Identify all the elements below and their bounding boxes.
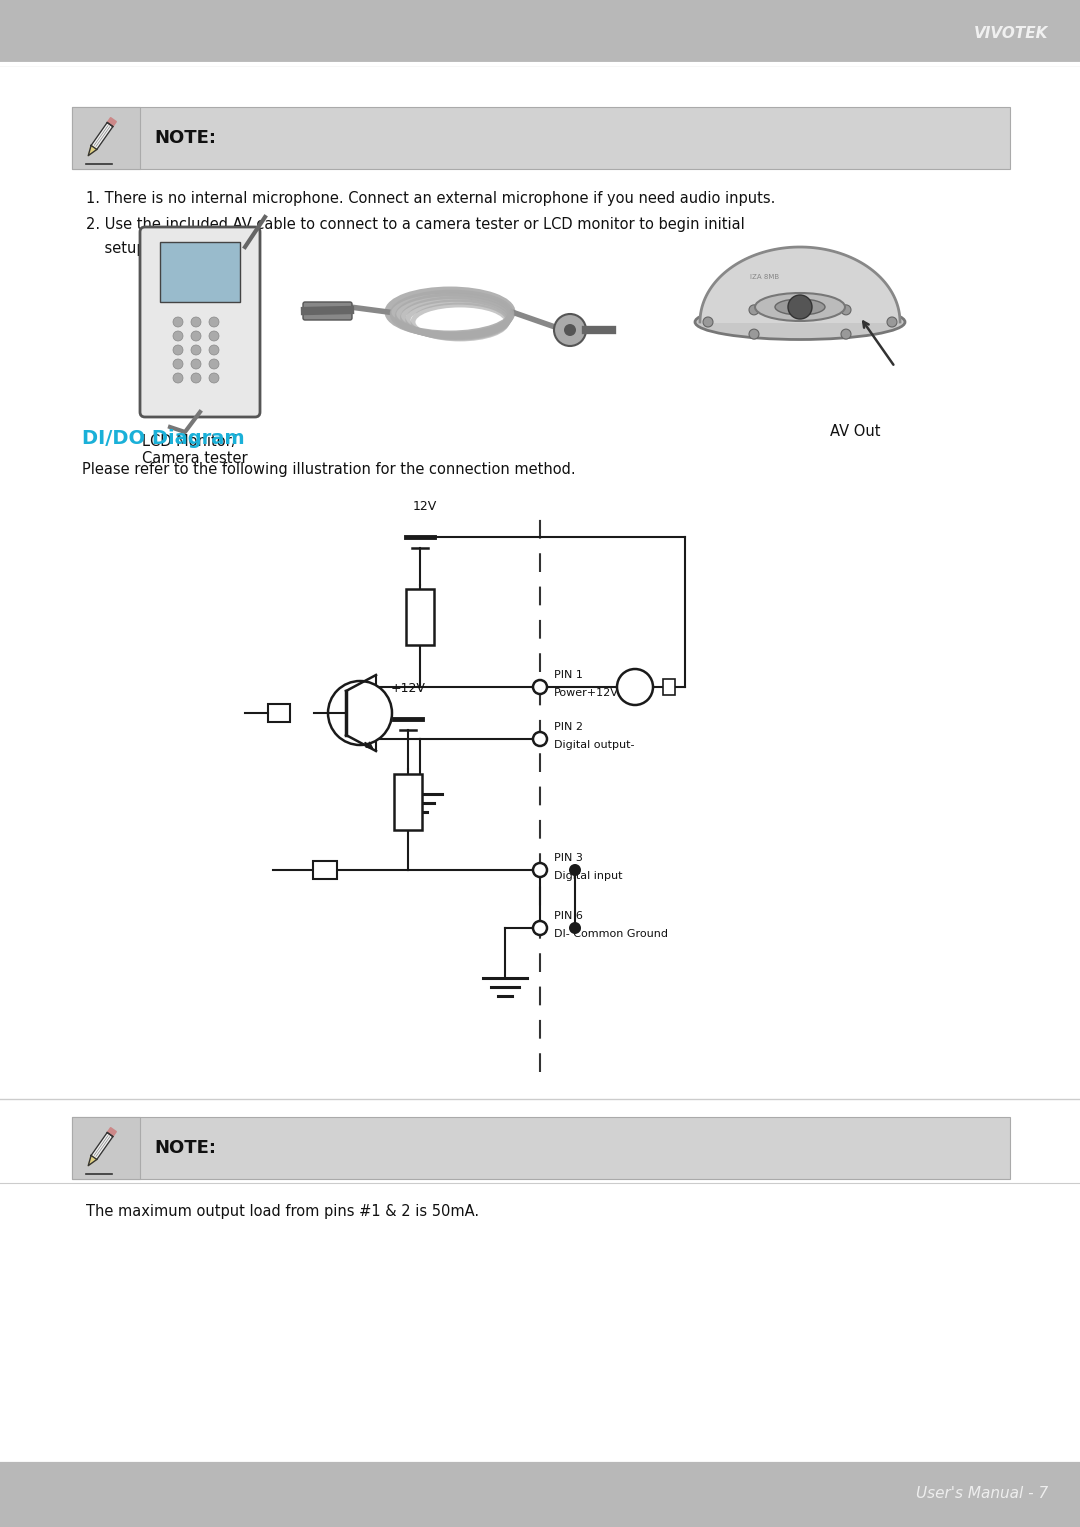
Text: 12V: 12V <box>413 499 437 513</box>
Circle shape <box>617 669 653 705</box>
Circle shape <box>534 863 546 876</box>
Bar <box>406 589 434 644</box>
Text: 2. Use the included AV cable to connect to a camera tester or LCD monitor to beg: 2. Use the included AV cable to connect … <box>86 217 745 232</box>
Circle shape <box>887 318 897 327</box>
Circle shape <box>173 345 183 354</box>
Polygon shape <box>89 1156 97 1165</box>
Circle shape <box>328 681 392 745</box>
Circle shape <box>750 305 759 315</box>
Polygon shape <box>107 118 117 127</box>
Circle shape <box>191 331 201 341</box>
Bar <box>313 861 337 880</box>
Polygon shape <box>89 145 97 156</box>
Circle shape <box>210 373 219 383</box>
FancyBboxPatch shape <box>140 228 260 417</box>
Bar <box>72 107 1010 169</box>
Circle shape <box>534 731 546 747</box>
Ellipse shape <box>696 304 905 339</box>
Text: PIN 1: PIN 1 <box>554 670 583 680</box>
Text: DI/DO Diagram: DI/DO Diagram <box>82 429 245 447</box>
Circle shape <box>788 295 812 319</box>
Circle shape <box>703 318 713 327</box>
Text: +12V: +12V <box>391 683 426 695</box>
Circle shape <box>841 305 851 315</box>
Bar <box>0 1460 1080 1527</box>
Text: PIN 3: PIN 3 <box>554 854 583 863</box>
Circle shape <box>191 345 201 354</box>
Bar <box>72 1116 140 1179</box>
Circle shape <box>564 324 576 336</box>
Circle shape <box>750 330 759 339</box>
Bar <box>160 241 240 302</box>
Circle shape <box>173 331 183 341</box>
Text: Please refer to the following illustration for the connection method.: Please refer to the following illustrati… <box>82 463 576 476</box>
Circle shape <box>210 318 219 327</box>
Circle shape <box>554 315 586 347</box>
Text: Power+12V: Power+12V <box>554 689 619 698</box>
Text: NOTE:: NOTE: <box>154 1139 216 1157</box>
Text: Digital input: Digital input <box>554 870 622 881</box>
Bar <box>72 1116 1010 1179</box>
Text: 1. There is no internal microphone. Connect an external microphone if you need a: 1. There is no internal microphone. Conn… <box>86 191 775 206</box>
Ellipse shape <box>775 299 825 315</box>
FancyBboxPatch shape <box>303 302 352 321</box>
Bar <box>663 680 675 695</box>
Polygon shape <box>91 1133 113 1159</box>
Text: AV Out: AV Out <box>829 425 880 438</box>
Text: The maximum output load from pins #1 & 2 is 50mA.: The maximum output load from pins #1 & 2… <box>86 1203 480 1219</box>
Text: DI- Common Ground: DI- Common Ground <box>554 928 669 939</box>
Bar <box>72 107 140 169</box>
Text: User's Manual - 7: User's Manual - 7 <box>916 1486 1048 1501</box>
Text: VIVOTEK: VIVOTEK <box>973 26 1048 41</box>
Ellipse shape <box>755 293 845 321</box>
Circle shape <box>569 864 581 876</box>
Circle shape <box>534 921 546 935</box>
Bar <box>0 0 1080 67</box>
Polygon shape <box>107 1127 117 1136</box>
Circle shape <box>173 373 183 383</box>
Circle shape <box>191 318 201 327</box>
Circle shape <box>534 680 546 693</box>
Circle shape <box>173 359 183 370</box>
Polygon shape <box>91 122 113 150</box>
Bar <box>268 704 291 722</box>
Text: PIN 6: PIN 6 <box>554 912 583 921</box>
Circle shape <box>210 331 219 341</box>
Circle shape <box>191 359 201 370</box>
Circle shape <box>173 318 183 327</box>
Text: PIN 2: PIN 2 <box>554 722 583 731</box>
Text: Digital output-: Digital output- <box>554 741 635 750</box>
Circle shape <box>191 373 201 383</box>
Circle shape <box>841 330 851 339</box>
Circle shape <box>210 359 219 370</box>
Circle shape <box>210 345 219 354</box>
Text: LCD Monitor/
Camera tester: LCD Monitor/ Camera tester <box>143 434 247 466</box>
Text: NOTE:: NOTE: <box>154 128 216 147</box>
Text: IZA 8MB: IZA 8MB <box>751 273 780 279</box>
Text: setup.: setup. <box>86 241 150 257</box>
Polygon shape <box>700 247 900 322</box>
Circle shape <box>569 922 581 935</box>
Bar <box>394 774 422 831</box>
